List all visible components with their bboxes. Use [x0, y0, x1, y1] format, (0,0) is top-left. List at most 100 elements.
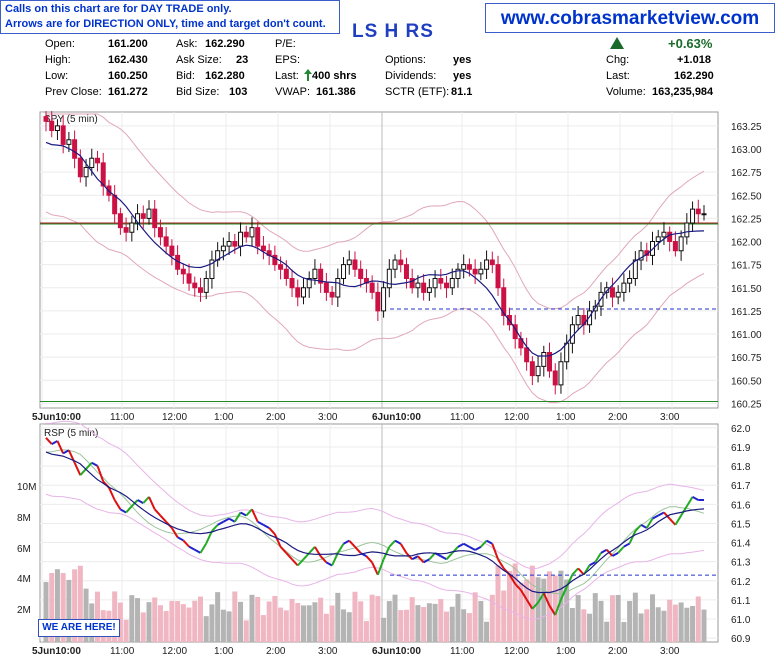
spy-candle-body: [323, 282, 329, 293]
volume-bar: [341, 609, 347, 642]
volume-bar: [49, 572, 55, 642]
spy-candle-body: [638, 250, 644, 261]
site-link[interactable]: www.cobrasmarketview.com: [485, 3, 775, 33]
spy-candle-body: [667, 231, 673, 242]
vwap-value: 161.386: [316, 86, 356, 98]
rsp-price-segment: [171, 527, 179, 538]
spy-candle-body: [695, 208, 701, 215]
spy-candle-body: [484, 259, 490, 270]
volume-bar: [398, 610, 404, 642]
spy-y-tick-label: 161.50: [731, 284, 762, 295]
rsp-price-segment: [137, 499, 144, 504]
spy-moving-average: [45, 141, 705, 357]
rsp-price-segment: [365, 555, 373, 564]
volume-bar: [352, 591, 358, 642]
rsp-price-segment: [411, 555, 419, 561]
sctr-label: SCTR (ETF):: [385, 86, 450, 98]
spy-candle-body: [249, 227, 255, 238]
volume-bar: [306, 605, 312, 642]
spy-candle-body: [312, 268, 318, 279]
rsp-price-segment: [153, 508, 162, 517]
rsp-price-segment: [79, 468, 87, 476]
spy-candle-body: [157, 227, 163, 238]
volume-bar: [186, 607, 192, 642]
spy-y-tick-label: 162.75: [731, 168, 762, 179]
spy-candle-body: [701, 213, 707, 216]
rsp-price-segment: [514, 583, 522, 591]
rsp-price-segment: [520, 589, 528, 600]
spy-candle-body: [466, 264, 472, 270]
volume-bar: [94, 591, 100, 642]
rsp-price-segment: [108, 487, 116, 501]
rsp-price-segment: [457, 542, 465, 548]
low-value: 160.250: [108, 70, 148, 82]
volume-bar: [615, 594, 621, 642]
spy-candle-body: [632, 259, 638, 279]
spy-candle-body: [558, 361, 564, 386]
volume-bar: [72, 569, 78, 642]
spy-candle-body: [43, 116, 49, 122]
rsp-price-segment: [440, 555, 447, 561]
up-arrow-icon: [304, 69, 312, 81]
volume-bar: [575, 595, 581, 642]
volume-bar: [192, 600, 198, 642]
spy-lower-band: [45, 211, 705, 404]
rsp-price-segment: [571, 567, 579, 576]
volume-bar: [260, 615, 266, 642]
volume-bar: [238, 601, 244, 642]
spy-y-tick-label: 163.25: [731, 122, 762, 133]
rsp-price-segment: [354, 546, 362, 554]
volume-bar: [604, 621, 610, 642]
bid-label: Bid:: [176, 70, 195, 82]
rsp-x-tick-label: 1:00: [214, 646, 234, 657]
spy-candle-body: [146, 208, 152, 219]
spy-candle-body: [684, 222, 690, 238]
rsp-price-segment: [491, 543, 499, 560]
spy-candle-body: [615, 291, 621, 298]
spy-candle-body: [604, 287, 610, 293]
spy-candle-body: [255, 227, 261, 247]
spy-y-tick-label: 162.00: [731, 238, 762, 249]
volume-bar: [152, 597, 158, 642]
spy-candle-body: [180, 268, 186, 275]
spy-candle-body: [66, 139, 72, 145]
pe-label: P/E:: [275, 38, 296, 50]
last2-value: 162.290: [674, 70, 714, 82]
rsp-price-segment: [148, 496, 156, 510]
rsp-y-tick-label: 61.4: [731, 539, 751, 550]
volume-bar: [564, 579, 570, 642]
rsp-price-segment: [617, 545, 625, 554]
volume-bar: [541, 578, 547, 642]
spy-candle-body: [495, 264, 501, 289]
rsp-price-segment: [623, 542, 631, 548]
rsp-price-segment: [188, 545, 196, 551]
spy-candle-body: [140, 213, 146, 219]
rsp-y-tick-label: 61.9: [731, 443, 751, 454]
rsp-x-tick-label: 12:00: [162, 646, 187, 657]
rsp-price-segment: [417, 555, 425, 564]
spy-x-tick-label: 11:00: [110, 412, 135, 423]
volume-bar: [346, 612, 352, 642]
volume-tick-label: 2M: [17, 605, 31, 616]
spy-x-tick-label: 1:00: [556, 412, 576, 423]
spy-candle-body: [226, 241, 232, 247]
volume-bar: [426, 603, 432, 642]
spy-x-tick-label: 3:00: [660, 412, 680, 423]
volume-bar: [140, 612, 146, 642]
rsp-price-segment: [463, 542, 470, 548]
spy-candle-body: [564, 342, 570, 363]
dividends-label: Dividends:: [385, 70, 437, 82]
volume-bar: [60, 573, 66, 642]
spy-candle-body: [203, 278, 209, 293]
volume-bar: [552, 575, 558, 642]
spy-candle-body: [232, 241, 238, 247]
volume-bar: [358, 601, 364, 642]
spy-candle-body: [54, 125, 60, 131]
spy-candle-body: [552, 370, 558, 386]
spy-candle-body: [501, 287, 507, 316]
volume-bar: [66, 579, 72, 642]
volume-bar: [392, 594, 398, 642]
spy-candle-body: [117, 213, 123, 229]
dividends-value: yes: [453, 70, 472, 82]
symbol-title: LS H RS: [352, 21, 434, 42]
